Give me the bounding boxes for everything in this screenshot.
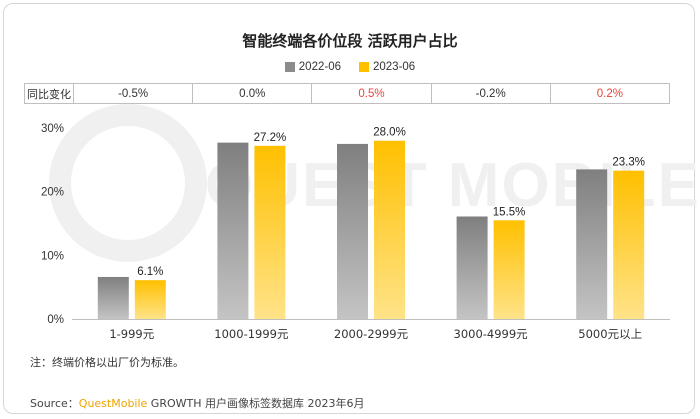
data-label: 6.1% [137, 266, 163, 278]
x-tick-label: 2000-2999元 [334, 327, 409, 341]
yoy-value: -0.5% [72, 83, 194, 104]
chart-title: 智能终端各价位段 活跃用户占比 [242, 32, 458, 50]
data-label: 23.3% [612, 157, 645, 169]
source-rest: GROWTH 用户画像标签数据库 2023年6月 [147, 397, 365, 410]
yoy-value: 0.2% [549, 83, 671, 104]
x-tick-label: 1-999元 [109, 327, 154, 341]
legend-label-2023: 2023-06 [373, 61, 416, 73]
bar-2023-06 [613, 170, 645, 319]
legend-item-2022: 2022-06 [284, 61, 341, 73]
data-label: 15.5% [493, 206, 526, 218]
bar-2022-06 [97, 276, 129, 319]
legend-swatch-2022 [284, 62, 295, 72]
bar-2022-06 [456, 216, 488, 319]
bar-2022-06 [217, 142, 249, 319]
data-label: 27.2% [254, 132, 287, 144]
bar-2023-06 [254, 145, 286, 319]
y-tick-label: 30% [41, 123, 64, 135]
yoy-row: 同比变化 -0.5% 0.0% 0.5% -0.2% 0.2% [24, 83, 671, 104]
y-tick-label: 20% [41, 187, 64, 199]
x-tick-label: 5000元以上 [578, 327, 642, 341]
y-tick-label: 10% [41, 250, 64, 262]
footnote: 注：终端价格以出厂价为标准。 [30, 356, 184, 369]
chart-frame [3, 3, 695, 414]
yoy-value: 0.5% [311, 83, 432, 104]
yoy-table: 同比变化 -0.5% 0.0% 0.5% -0.2% 0.2% [24, 83, 671, 104]
x-tick-label: 3000-4999元 [454, 327, 529, 341]
legend-swatch-2023 [359, 62, 369, 72]
source-line: Source：QuestMobile GROWTH 用户画像标签数据库 2023… [30, 395, 365, 411]
source-prefix: Source： [30, 397, 79, 410]
y-tick-label: 0% [47, 314, 64, 326]
data-label: 28.0% [373, 127, 406, 139]
x-tick-label: 1000-1999元 [214, 327, 289, 341]
bar-2022-06 [337, 143, 368, 319]
legend-item-2023: 2023-06 [359, 61, 415, 73]
yoy-header: 同比变化 [24, 83, 74, 104]
bar-2022-06 [576, 169, 608, 319]
legend: 2022-06 2023-06 [0, 61, 700, 73]
source-brand: QuestMobile [78, 397, 148, 410]
bar-2023-06 [493, 220, 525, 319]
bar-2023-06 [374, 140, 405, 319]
bar-2023-06 [134, 280, 166, 319]
yoy-value: 0.0% [192, 83, 313, 104]
legend-label-2022: 2022-06 [298, 61, 341, 73]
